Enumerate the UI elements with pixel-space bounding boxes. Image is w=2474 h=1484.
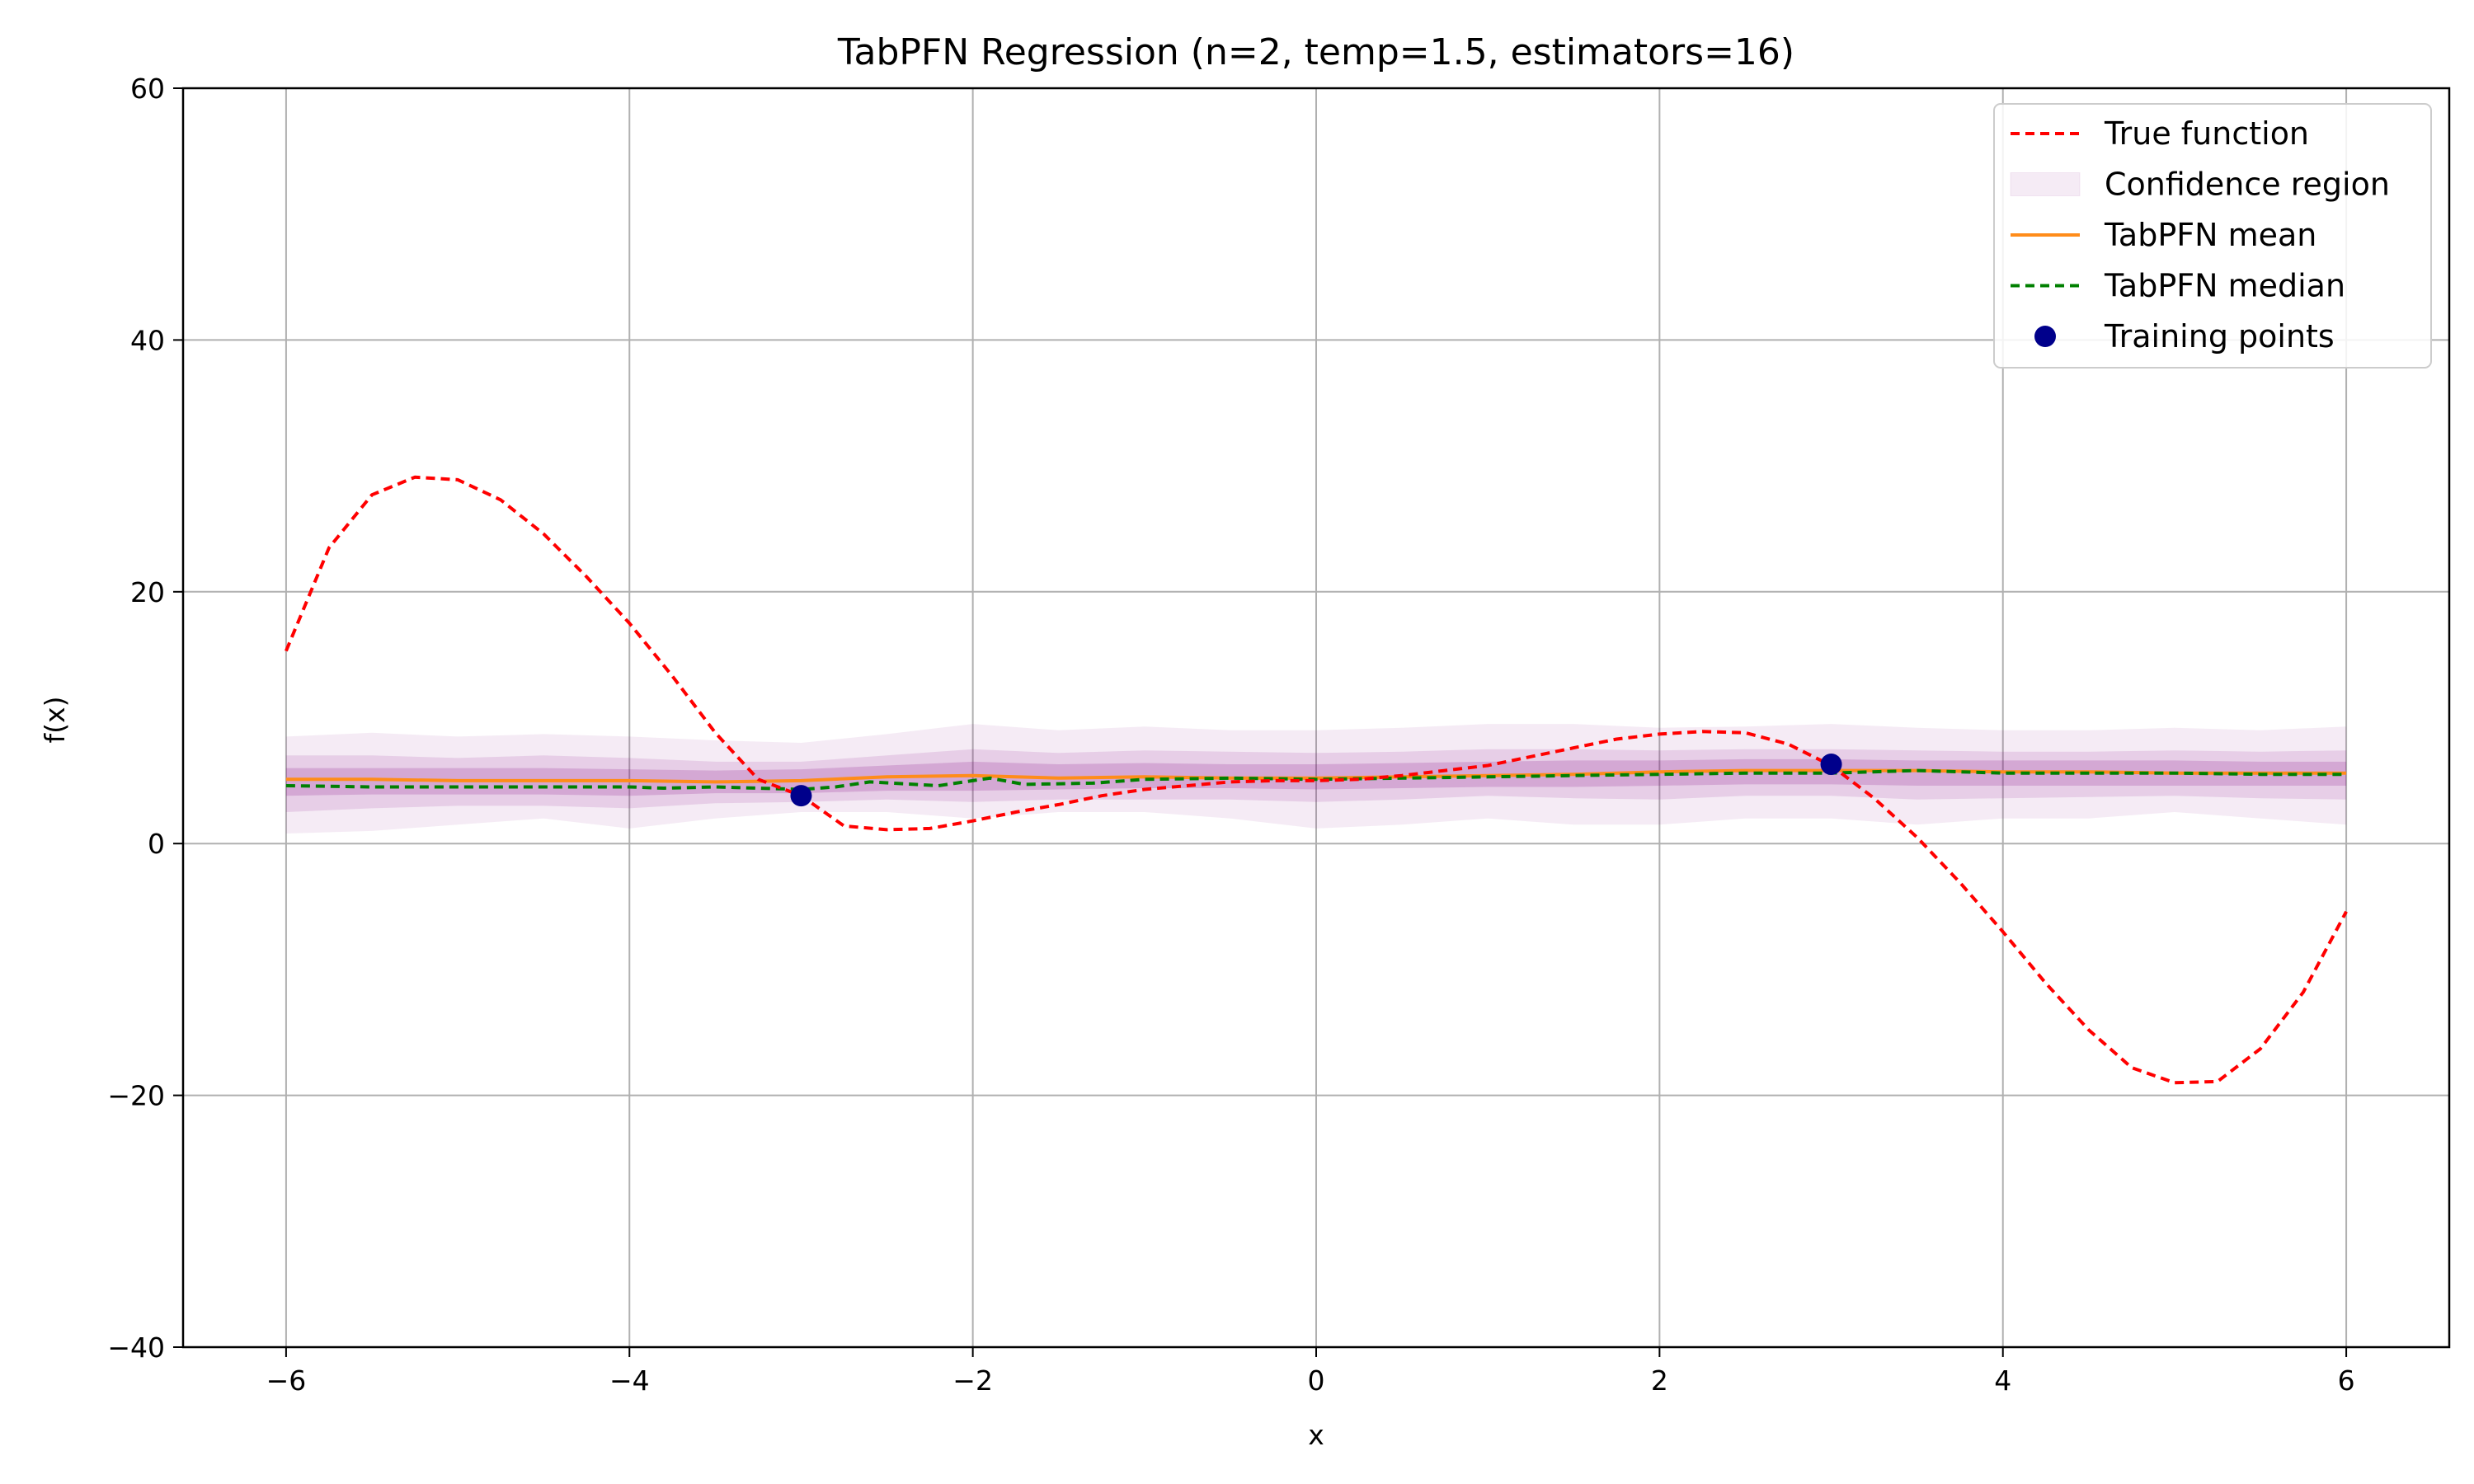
true-function-line [285, 475, 2348, 1085]
training-points [790, 753, 1842, 807]
legend-label: Training points [2104, 318, 2335, 355]
legend: True function Confidence region TabPFN mea… [1993, 103, 2432, 369]
y-tick-label: 40 [130, 324, 165, 356]
legend-label: True function [2104, 115, 2309, 152]
training-point [1820, 753, 1842, 775]
y-tick-label: −20 [107, 1080, 165, 1112]
legend-label: TabPFN mean [2104, 217, 2316, 253]
legend-swatch-training-points [2034, 326, 2056, 347]
x-tick-label: −2 [952, 1364, 993, 1397]
x-tick-label: 4 [1994, 1364, 2011, 1397]
x-tick-label: 6 [2338, 1364, 2355, 1397]
plot-area [285, 475, 2348, 1085]
y-tick-label: 20 [130, 576, 165, 608]
legend-swatch-confidence-region [2010, 172, 2081, 196]
series-lines [285, 475, 2348, 1085]
y-axis-label: f(x) [39, 697, 71, 744]
y-tick-label: −40 [107, 1331, 165, 1364]
y-tick-label: 0 [148, 828, 165, 860]
legend-label: TabPFN median [2104, 268, 2345, 304]
x-axis-label: x [1308, 1419, 1324, 1451]
y-axis-ticks: −40 −20 0 20 40 60 [107, 73, 183, 1364]
chart-title: TabPFN Regression (n=2, temp=1.5, estima… [837, 31, 1794, 73]
x-tick-label: −6 [266, 1364, 307, 1397]
x-axis-ticks: −6 −4 −2 0 2 4 6 [266, 1347, 2355, 1397]
x-tick-label: 2 [1651, 1364, 1668, 1397]
legend-box [1993, 103, 2432, 369]
x-tick-label: 0 [1308, 1364, 1325, 1397]
x-tick-label: −4 [609, 1364, 650, 1397]
legend-label: Confidence region [2105, 167, 2390, 203]
training-point [790, 785, 812, 807]
y-tick-label: 60 [130, 73, 165, 105]
